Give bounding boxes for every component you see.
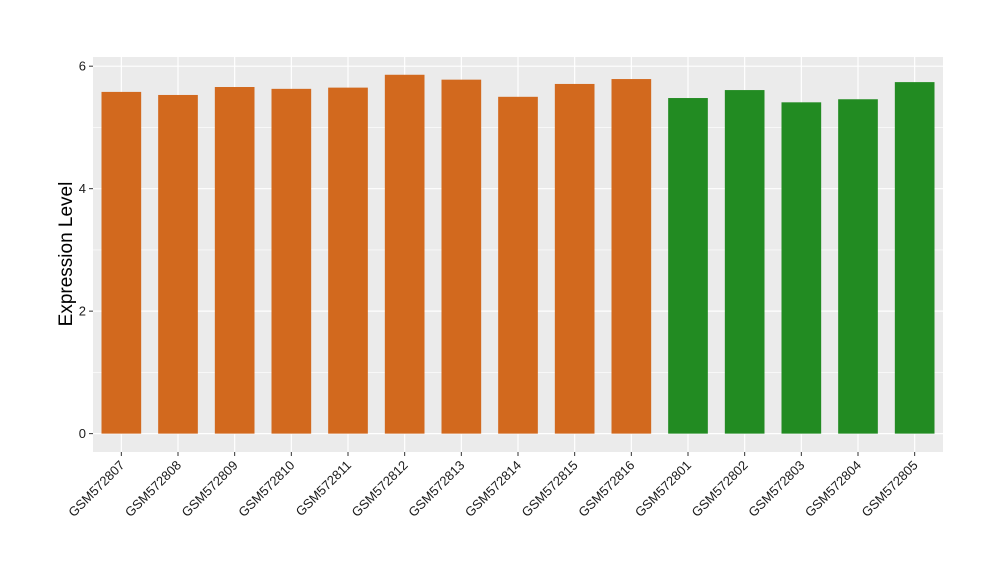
x-tick-label: GSM572816 xyxy=(575,458,637,520)
x-tick-label: GSM572808 xyxy=(122,458,184,520)
bar-GSM572812 xyxy=(384,74,425,434)
y-tick-label: 4 xyxy=(79,181,86,196)
x-axis: GSM572807GSM572808GSM572809GSM572810GSM5… xyxy=(65,452,921,520)
bar-GSM572815 xyxy=(554,83,595,434)
x-tick-label: GSM572802 xyxy=(689,458,751,520)
bar-GSM572810 xyxy=(271,88,312,434)
x-tick-label: GSM572811 xyxy=(293,458,355,520)
x-tick-label: GSM572815 xyxy=(519,458,581,520)
bar-GSM572811 xyxy=(328,87,368,434)
bar-GSM572814 xyxy=(498,96,538,434)
bar-GSM572802 xyxy=(724,90,765,434)
x-tick-label: GSM572801 xyxy=(632,458,694,520)
x-tick-label: GSM572804 xyxy=(802,458,864,520)
bar-GSM572809 xyxy=(214,87,255,434)
bar-GSM572807 xyxy=(101,91,142,434)
bar-GSM572808 xyxy=(158,94,198,434)
bar-GSM572813 xyxy=(441,79,482,434)
x-tick-label: GSM572813 xyxy=(405,458,467,520)
bar-GSM572816 xyxy=(611,79,652,434)
y-axis-title: Expression Level xyxy=(56,182,77,327)
y-tick-label: 2 xyxy=(79,304,86,319)
bar-GSM572801 xyxy=(668,98,708,434)
y-tick-label: 0 xyxy=(79,426,86,441)
x-tick-label: GSM572807 xyxy=(65,458,127,520)
x-tick-label: GSM572809 xyxy=(179,458,241,520)
x-tick-label: GSM572814 xyxy=(462,458,524,520)
x-tick-label: GSM572803 xyxy=(745,458,807,520)
x-tick-label: GSM572810 xyxy=(235,458,297,520)
bars xyxy=(101,74,935,434)
x-tick-label: GSM572805 xyxy=(859,458,921,520)
y-tick-label: 6 xyxy=(79,59,86,74)
x-tick-label: GSM572812 xyxy=(349,458,411,520)
bar-GSM572804 xyxy=(838,99,878,434)
y-axis: 0 2 4 6 xyxy=(79,59,93,441)
bar-GSM572803 xyxy=(781,102,822,434)
bar-GSM572805 xyxy=(894,82,935,434)
